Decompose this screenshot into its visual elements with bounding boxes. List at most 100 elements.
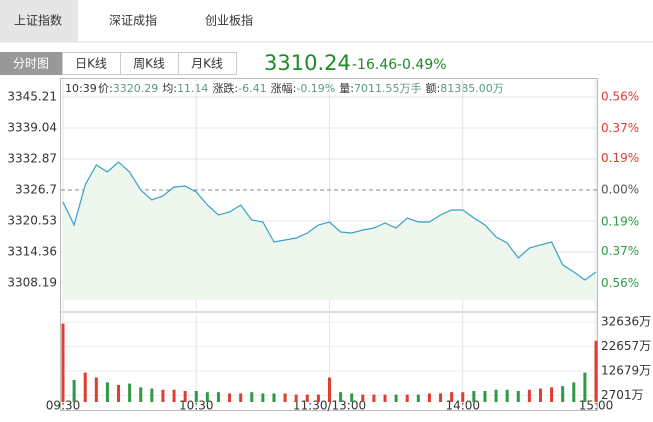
quote-change: -16.46 [352,57,397,73]
view-btn[interactable]: 分时图 [13,57,49,71]
volume-bar [250,392,254,402]
volume-bar [527,389,531,402]
volume-bar [450,392,454,402]
x-tick-label: 14:00 [445,399,480,413]
active-tab-bg [0,0,78,42]
volume-bar [372,394,376,402]
volume-bar [339,392,343,402]
volume-bar [139,387,143,402]
info-value: 81385.00万 [440,82,504,95]
y-tick-label: 3332.87 [7,152,57,166]
y-tick-label: 3308.19 [7,275,57,289]
volume-bar [272,393,276,402]
volume-bar [461,392,465,402]
info-value: 3320.29 [113,82,159,95]
volume-bar [294,394,298,402]
tab[interactable]: 创业板指 [205,13,253,28]
volume-bar [150,388,154,402]
volume-bar [538,388,542,402]
x-tick-label: 11:30/13:00 [293,399,366,413]
y2-tick-label: 0.37% [601,121,639,135]
quote-price: 3310.24 [264,51,351,75]
y-tick-label: 3314.36 [7,244,57,258]
volume-bar [483,390,487,402]
view-btn[interactable]: 日K线 [75,57,107,71]
y2-tick-label: 0.37% [601,244,639,258]
volume-bar [83,372,87,402]
view-btn[interactable]: 周K线 [133,57,165,71]
info-value: 7011.55万手 [354,81,422,95]
volume-bar [328,377,331,402]
volume-bar [494,389,498,402]
y-tick-label: 3320.53 [7,213,57,227]
info-value: -6.41 [238,82,266,95]
volume-bar [316,394,320,402]
info-label: 涨跌: [212,81,238,95]
y2-tick-label: 0.00% [601,183,639,197]
info-label: 涨幅: [271,82,297,95]
info-label: 均: [162,82,177,95]
info-label: 量: [339,82,354,95]
volume-bar [361,394,365,402]
volume-bar [383,394,387,402]
volume-bar [427,393,431,402]
info-label: 价: [98,82,113,95]
volume-tick-label: 12679万 [601,363,651,377]
tab[interactable]: 深证成指 [109,13,157,28]
volume-bar [572,382,576,402]
volume-tick-label: 32636万 [601,315,651,329]
y-tick-label: 3345.21 [7,90,57,104]
volume-bar [505,389,509,402]
y2-tick-label: 0.56% [601,276,639,290]
x-tick-label: 15:00 [579,399,614,413]
tab[interactable]: 上证指数 [14,13,62,28]
volume-bar [550,387,554,402]
volume-bar [405,394,409,402]
volume-bar [583,372,587,402]
y-tick-label: 3339.04 [7,121,57,135]
chart-frame [60,78,598,411]
y-tick-label: 3326.7 [15,182,57,196]
y2-tick-label: 0.56% [601,89,639,103]
volume-bar [228,393,232,402]
volume-bar [350,393,354,402]
volume-bar [72,379,76,402]
y2-tick-label: 0.19% [601,151,639,165]
volume-bar [105,382,109,402]
volume-bar [128,383,132,402]
info-label: 额: [425,82,440,95]
volume-bar [516,390,520,402]
volume-bar [239,393,243,402]
view-btn-bg [178,52,237,75]
volume-bar [439,393,443,402]
volume-bar [94,377,98,402]
volume-bar [183,390,187,402]
volume-bar [216,392,220,402]
volume-bar [261,393,265,402]
volume-bar [472,390,476,402]
volume-bar [172,389,176,402]
volume-bar [394,394,398,402]
view-btn[interactable]: 月K线 [191,57,223,71]
info-time: 10:39 [65,82,97,95]
volume-bar [416,394,420,402]
price-area [63,162,596,300]
volume-bar [194,390,198,402]
info-value: -0.19% [296,82,335,95]
volume-bar [305,394,309,402]
volume-tick-label: 22657万 [601,339,651,353]
volume-tick-label: 2701万 [601,388,644,402]
volume-bar [283,393,287,402]
volume-bar [161,389,165,402]
y2-tick-label: 0.19% [601,214,639,228]
tab-bar [0,0,653,42]
volume-bar [561,386,565,402]
price-line [62,161,597,281]
info-line: 价: 3320.29 均: 11.14 涨跌: -6.41 涨幅: -0.19% 量: 7011.… [98,81,504,95]
x-tick-label: 09:30 [46,399,81,413]
volume-bar [594,340,598,402]
info-value: 11.14 [177,82,209,95]
volume-bar [61,323,65,402]
